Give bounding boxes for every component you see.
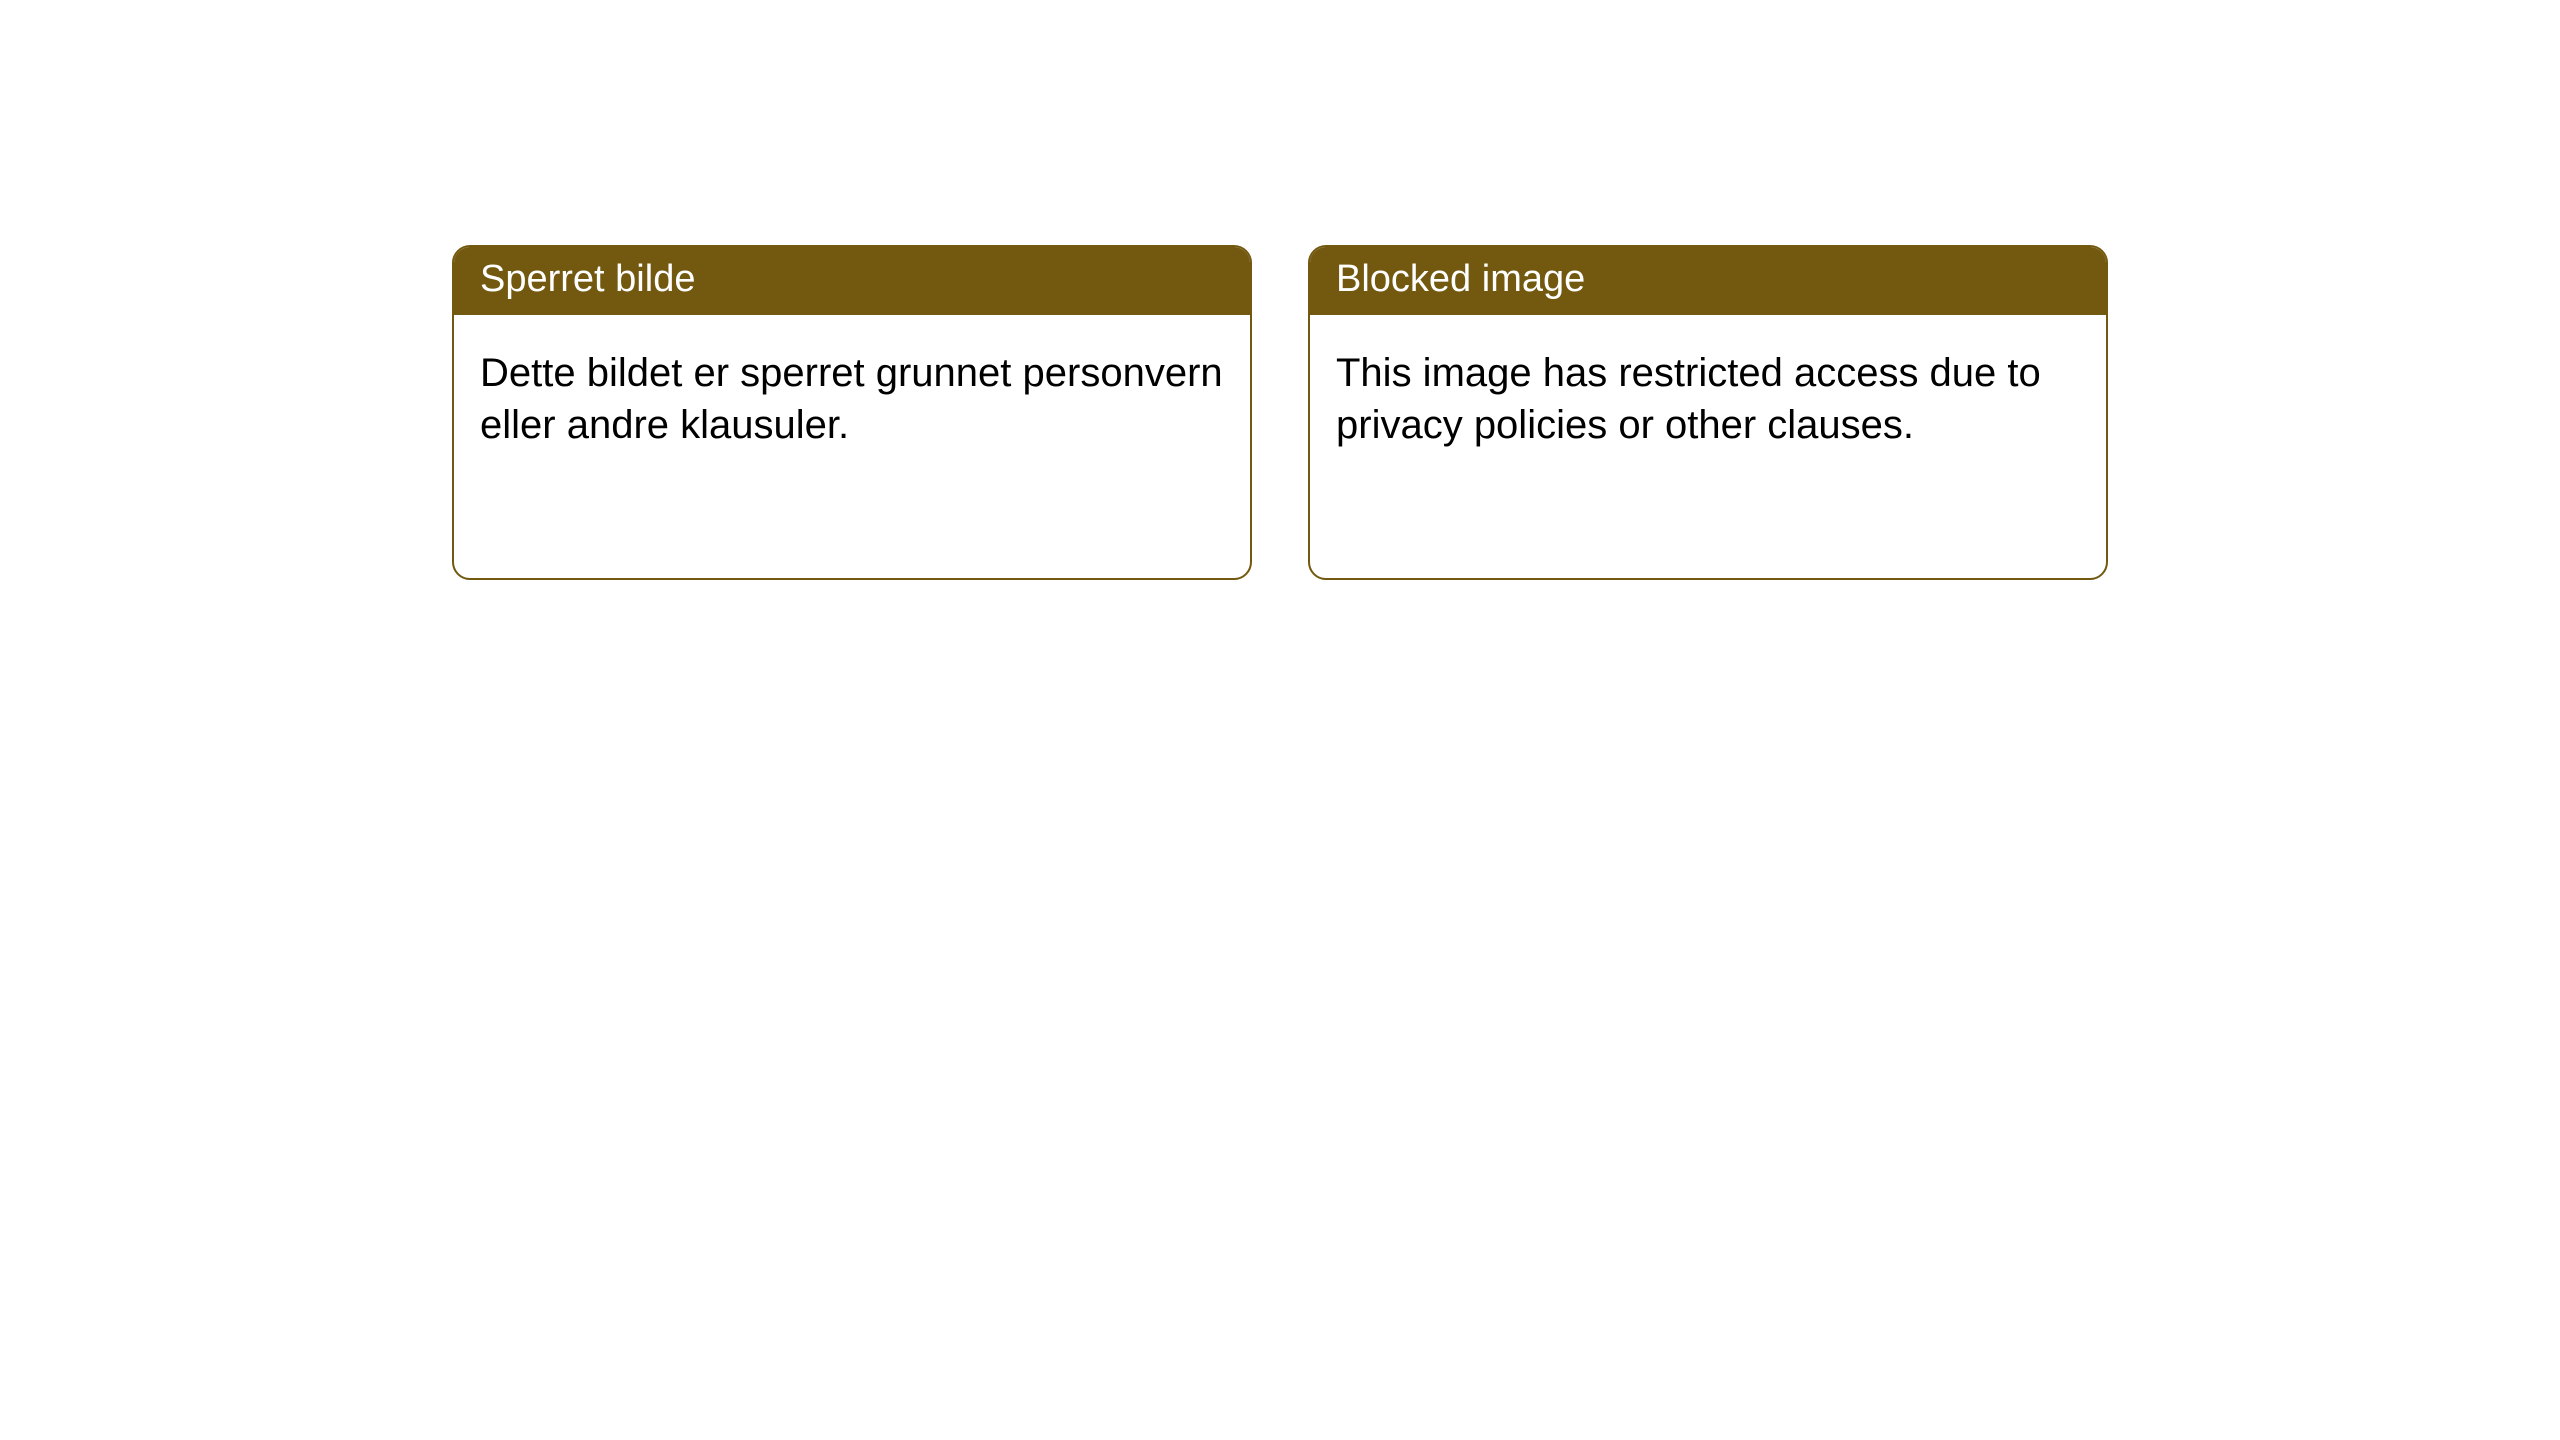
notice-header-norwegian: Sperret bilde bbox=[454, 247, 1250, 315]
notice-body-norwegian: Dette bildet er sperret grunnet personve… bbox=[454, 315, 1250, 483]
notice-body-english: This image has restricted access due to … bbox=[1310, 315, 2106, 483]
notice-container: Sperret bilde Dette bildet er sperret gr… bbox=[452, 245, 2108, 580]
notice-header-english: Blocked image bbox=[1310, 247, 2106, 315]
notice-box-english: Blocked image This image has restricted … bbox=[1308, 245, 2108, 580]
notice-box-norwegian: Sperret bilde Dette bildet er sperret gr… bbox=[452, 245, 1252, 580]
